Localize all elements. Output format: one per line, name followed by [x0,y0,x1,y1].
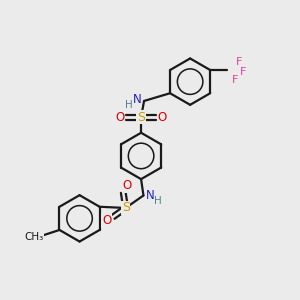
Text: O: O [122,179,131,193]
Text: F: F [232,76,238,85]
Text: H: H [125,100,133,110]
Text: N: N [133,93,142,106]
Text: O: O [102,214,111,227]
Text: O: O [115,111,124,124]
Text: H: H [154,196,162,206]
Text: F: F [236,57,242,67]
Text: S: S [122,202,130,214]
Text: N: N [146,189,155,202]
Text: F: F [240,67,246,76]
Text: S: S [137,111,145,124]
Text: O: O [158,111,167,124]
Text: CH₃: CH₃ [24,232,43,242]
